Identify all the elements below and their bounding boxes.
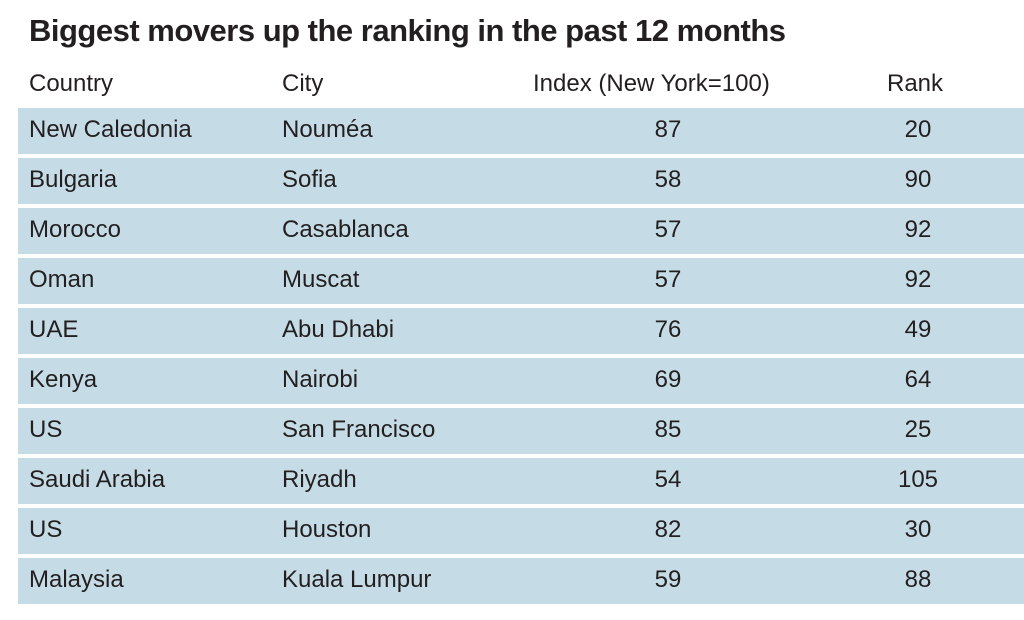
country-cell: Morocco — [29, 216, 122, 243]
city-cell: Casablanca — [282, 216, 409, 243]
rank-cell: 88 — [904, 566, 932, 593]
country-cell: UAE — [29, 316, 79, 343]
column-header-rank: Rank — [887, 70, 944, 97]
index-cell: 69 — [654, 366, 682, 393]
column-header-country: Country — [29, 70, 114, 97]
rank-cell: 30 — [904, 516, 932, 543]
index-cell: 59 — [654, 566, 682, 593]
index-cell: 76 — [654, 316, 682, 343]
city-cell: Nairobi — [282, 366, 359, 393]
table-row: Kenya Nairobi 69 64 — [18, 358, 1024, 404]
rank-cell: 25 — [904, 416, 932, 443]
rank-cell: 90 — [904, 166, 932, 193]
table-row: US San Francisco 85 25 — [18, 408, 1024, 454]
rank-cell: 92 — [904, 216, 932, 243]
table-row: New Caledonia Nouméa 87 20 — [18, 108, 1024, 154]
city-cell: Houston — [282, 516, 372, 543]
city-cell: Abu Dhabi — [282, 316, 395, 343]
index-cell: 87 — [654, 116, 682, 143]
country-cell: New Caledonia — [29, 116, 192, 143]
country-cell: Oman — [29, 266, 95, 293]
rank-cell: 20 — [904, 116, 932, 143]
rank-cell: 64 — [904, 366, 932, 393]
city-cell: Nouméa — [282, 116, 373, 143]
table-header: Country City Index (New York=100) Rank — [18, 62, 1024, 108]
city-cell: Sofia — [282, 166, 337, 193]
index-cell: 82 — [654, 516, 682, 543]
country-cell: Saudi Arabia — [29, 466, 166, 493]
country-cell: Malaysia — [29, 566, 124, 593]
rank-cell: 105 — [897, 466, 939, 493]
column-header-city: City — [282, 70, 324, 97]
country-cell: Bulgaria — [29, 166, 118, 193]
table-row: US Houston 82 30 — [18, 508, 1024, 554]
country-cell: Kenya — [29, 366, 98, 393]
table-row: Morocco Casablanca 57 92 — [18, 208, 1024, 254]
rank-cell: 49 — [904, 316, 932, 343]
city-cell: San Francisco — [282, 416, 436, 443]
city-cell: Kuala Lumpur — [282, 566, 432, 593]
index-cell: 57 — [654, 216, 682, 243]
table-row: Malaysia Kuala Lumpur 59 88 — [18, 558, 1024, 604]
table-row: Bulgaria Sofia 58 90 — [18, 158, 1024, 204]
city-cell: Muscat — [282, 266, 360, 293]
rank-cell: 92 — [904, 266, 932, 293]
table-row: Saudi Arabia Riyadh 54 105 — [18, 458, 1024, 504]
index-cell: 58 — [654, 166, 682, 193]
column-header-index: Index (New York=100) — [533, 70, 770, 97]
data-table: Country City Index (New York=100) Rank N… — [18, 62, 1024, 608]
country-cell: US — [29, 416, 63, 443]
country-cell: US — [29, 516, 63, 543]
table-row: Oman Muscat 57 92 — [18, 258, 1024, 304]
page-title: Biggest movers up the ranking in the pas… — [29, 13, 786, 48]
index-cell: 54 — [654, 466, 682, 493]
table-row: UAE Abu Dhabi 76 49 — [18, 308, 1024, 354]
city-cell: Riyadh — [282, 466, 357, 493]
index-cell: 57 — [654, 266, 682, 293]
index-cell: 85 — [654, 416, 682, 443]
